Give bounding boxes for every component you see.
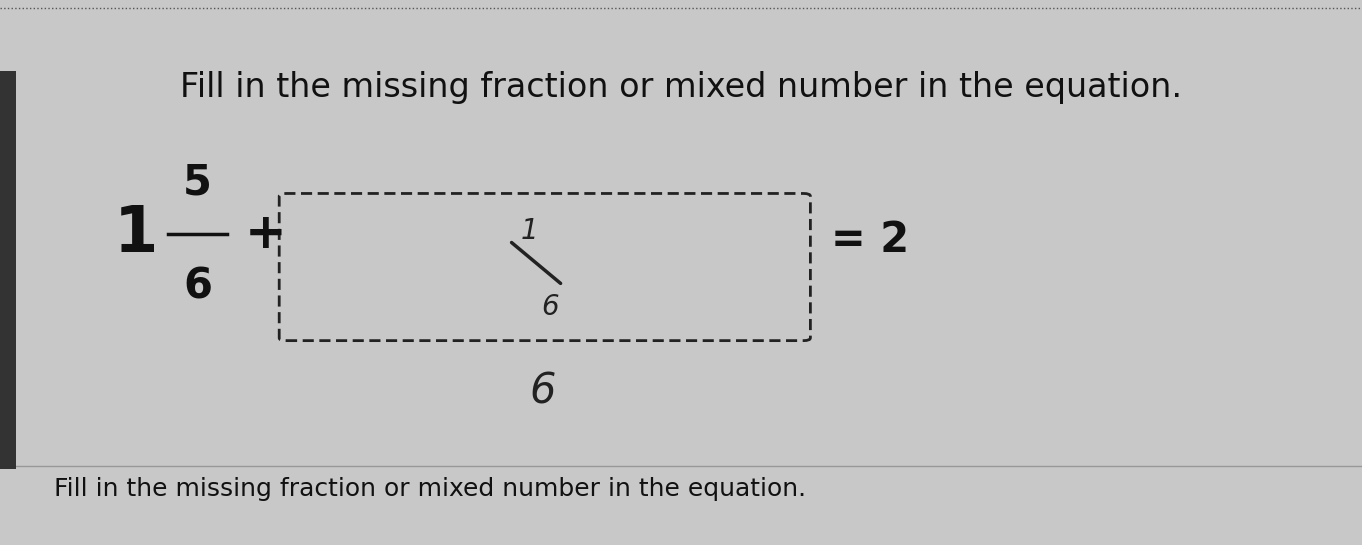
FancyBboxPatch shape [279,193,810,341]
Text: 6: 6 [541,293,558,321]
Text: 6: 6 [530,371,556,413]
Text: 1: 1 [114,203,158,265]
Text: 5: 5 [183,161,212,204]
Bar [0,71,16,469]
Text: Fill in the missing fraction or mixed number in the equation.: Fill in the missing fraction or mixed nu… [54,477,806,501]
Text: = 2: = 2 [831,219,908,261]
Text: Fill in the missing fraction or mixed number in the equation.: Fill in the missing fraction or mixed nu… [180,71,1182,104]
Text: 6: 6 [183,265,212,307]
Text: +: + [245,210,286,258]
Text: 1: 1 [520,217,538,245]
